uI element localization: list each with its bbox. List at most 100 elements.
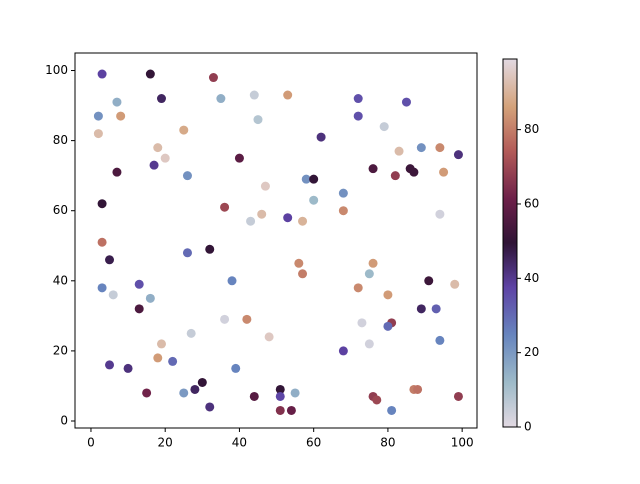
point [112,167,122,177]
point [286,405,296,415]
x-tick-label: 0 [87,436,95,450]
point [453,150,463,160]
point [379,122,389,132]
x-tick-label: 40 [232,436,247,450]
point [145,69,155,79]
point [368,164,378,174]
point [372,395,382,405]
point [123,363,133,373]
point [160,153,170,163]
point [105,360,115,370]
point [301,174,311,184]
point [257,209,267,219]
point [220,202,230,212]
point [394,146,404,156]
point [275,384,285,394]
point [168,356,178,366]
point [435,143,445,153]
x-tick-label: 20 [158,436,173,450]
point [309,174,319,184]
point [283,90,293,100]
point [290,388,300,398]
y-tick-label: 60 [53,203,68,217]
point [242,314,252,324]
point [105,255,115,265]
point [116,111,126,121]
point [424,276,434,286]
colorbar-tick-label: 60 [524,196,539,210]
point [227,276,237,286]
point [298,269,308,279]
point [409,167,419,177]
colorbar-tick-label: 0 [524,420,532,434]
point [205,244,215,254]
point [93,129,103,139]
point [253,115,263,125]
point [156,339,166,349]
point [197,377,207,387]
point [413,384,423,394]
point [309,195,319,205]
point [153,143,163,153]
point [390,171,400,181]
point [142,388,152,398]
point [205,402,215,412]
x-tick-label: 100 [451,436,474,450]
point [153,353,163,363]
point [431,304,441,314]
point [338,346,348,356]
point [353,111,363,121]
x-tick-label: 80 [380,436,395,450]
point [368,258,378,268]
colorbar-tick-label: 80 [524,122,539,136]
colorbar-tick-label: 40 [524,271,539,285]
point [234,153,244,163]
point [264,332,274,342]
point [283,213,293,223]
point [97,69,107,79]
point [108,290,118,300]
point [383,321,393,331]
y-tick-label: 100 [45,63,68,77]
point [220,314,230,324]
point [249,391,259,401]
y-tick-label: 40 [53,273,68,287]
colorbar-tick-label: 20 [524,345,539,359]
point [435,335,445,345]
point [260,181,270,191]
point [208,73,218,83]
point [298,216,308,226]
colorbar [502,58,518,428]
point [112,97,122,107]
point [97,283,107,293]
point [338,188,348,198]
point [93,111,103,121]
point [97,237,107,247]
point [316,132,326,142]
point [145,293,155,303]
point [383,290,393,300]
point [453,391,463,401]
point [364,269,374,279]
point [134,304,144,314]
point [450,279,460,289]
point [182,248,192,258]
point [182,171,192,181]
point [439,167,449,177]
point [190,384,200,394]
point [179,388,189,398]
point [249,90,259,100]
point [246,216,256,226]
point [275,405,285,415]
point [416,304,426,314]
point [338,206,348,216]
point [179,125,189,135]
point [294,258,304,268]
y-tick-label: 0 [60,413,68,427]
point [156,94,166,104]
point [401,97,411,107]
point [134,279,144,289]
point [353,283,363,293]
point [387,405,397,415]
